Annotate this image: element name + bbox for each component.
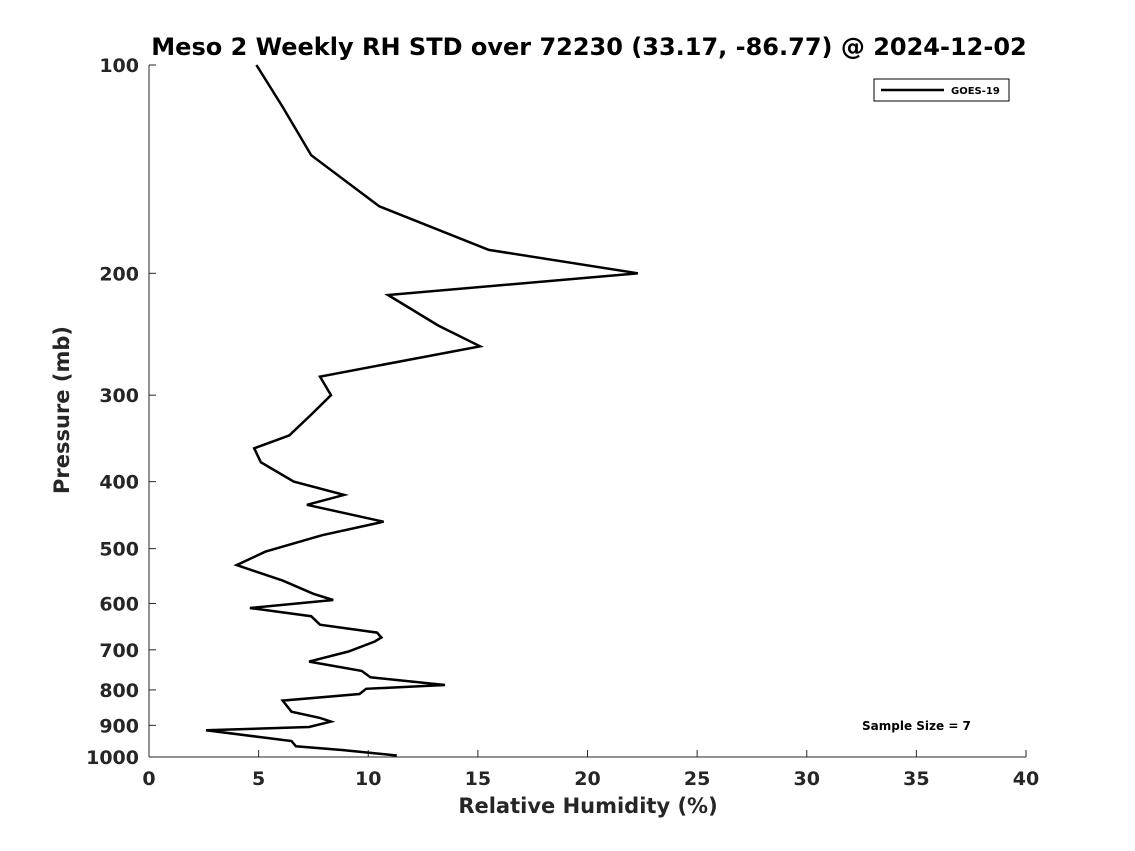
chart-title: Meso 2 Weekly RH STD over 72230 (33.17, … <box>151 33 1026 61</box>
x-tick-label: 5 <box>252 768 265 790</box>
y-axis-ticks: 100 200 300 400 500 600 700 800 900 1000 <box>86 55 156 769</box>
x-tick-label: 35 <box>903 768 929 790</box>
y-tick-label: 800 <box>99 680 139 702</box>
x-tick-label: 15 <box>465 768 491 790</box>
sample-size-annotation: Sample Size = 7 <box>862 719 971 733</box>
y-tick-label: 900 <box>99 715 139 737</box>
y-tick-label: 700 <box>99 640 139 662</box>
x-tick-label: 20 <box>574 768 600 790</box>
series-layer <box>205 64 639 757</box>
x-tick-label: 40 <box>1013 768 1039 790</box>
x-tick-label: 30 <box>794 768 820 790</box>
y-tick-label: 400 <box>99 472 139 494</box>
y-tick-label: 500 <box>99 539 139 561</box>
series-line-goes-19 <box>205 64 639 757</box>
y-tick-label: 100 <box>99 55 139 77</box>
x-tick-label: 0 <box>142 768 155 790</box>
x-axis-label: Relative Humidity (%) <box>458 794 717 818</box>
y-tick-label: 300 <box>99 385 139 407</box>
legend-label-goes-19: GOES-19 <box>951 86 1000 97</box>
y-tick-label: 600 <box>99 593 139 615</box>
y-tick-label: 1000 <box>86 747 139 769</box>
legend: GOES-19 <box>873 78 1010 102</box>
x-axis-ticks: 0 5 10 15 20 25 30 35 40 <box>142 750 1039 790</box>
x-tick-label: 25 <box>684 768 710 790</box>
y-axis-label: Pressure (mb) <box>50 326 74 494</box>
x-tick-label: 10 <box>355 768 381 790</box>
y-tick-label: 200 <box>99 263 139 285</box>
